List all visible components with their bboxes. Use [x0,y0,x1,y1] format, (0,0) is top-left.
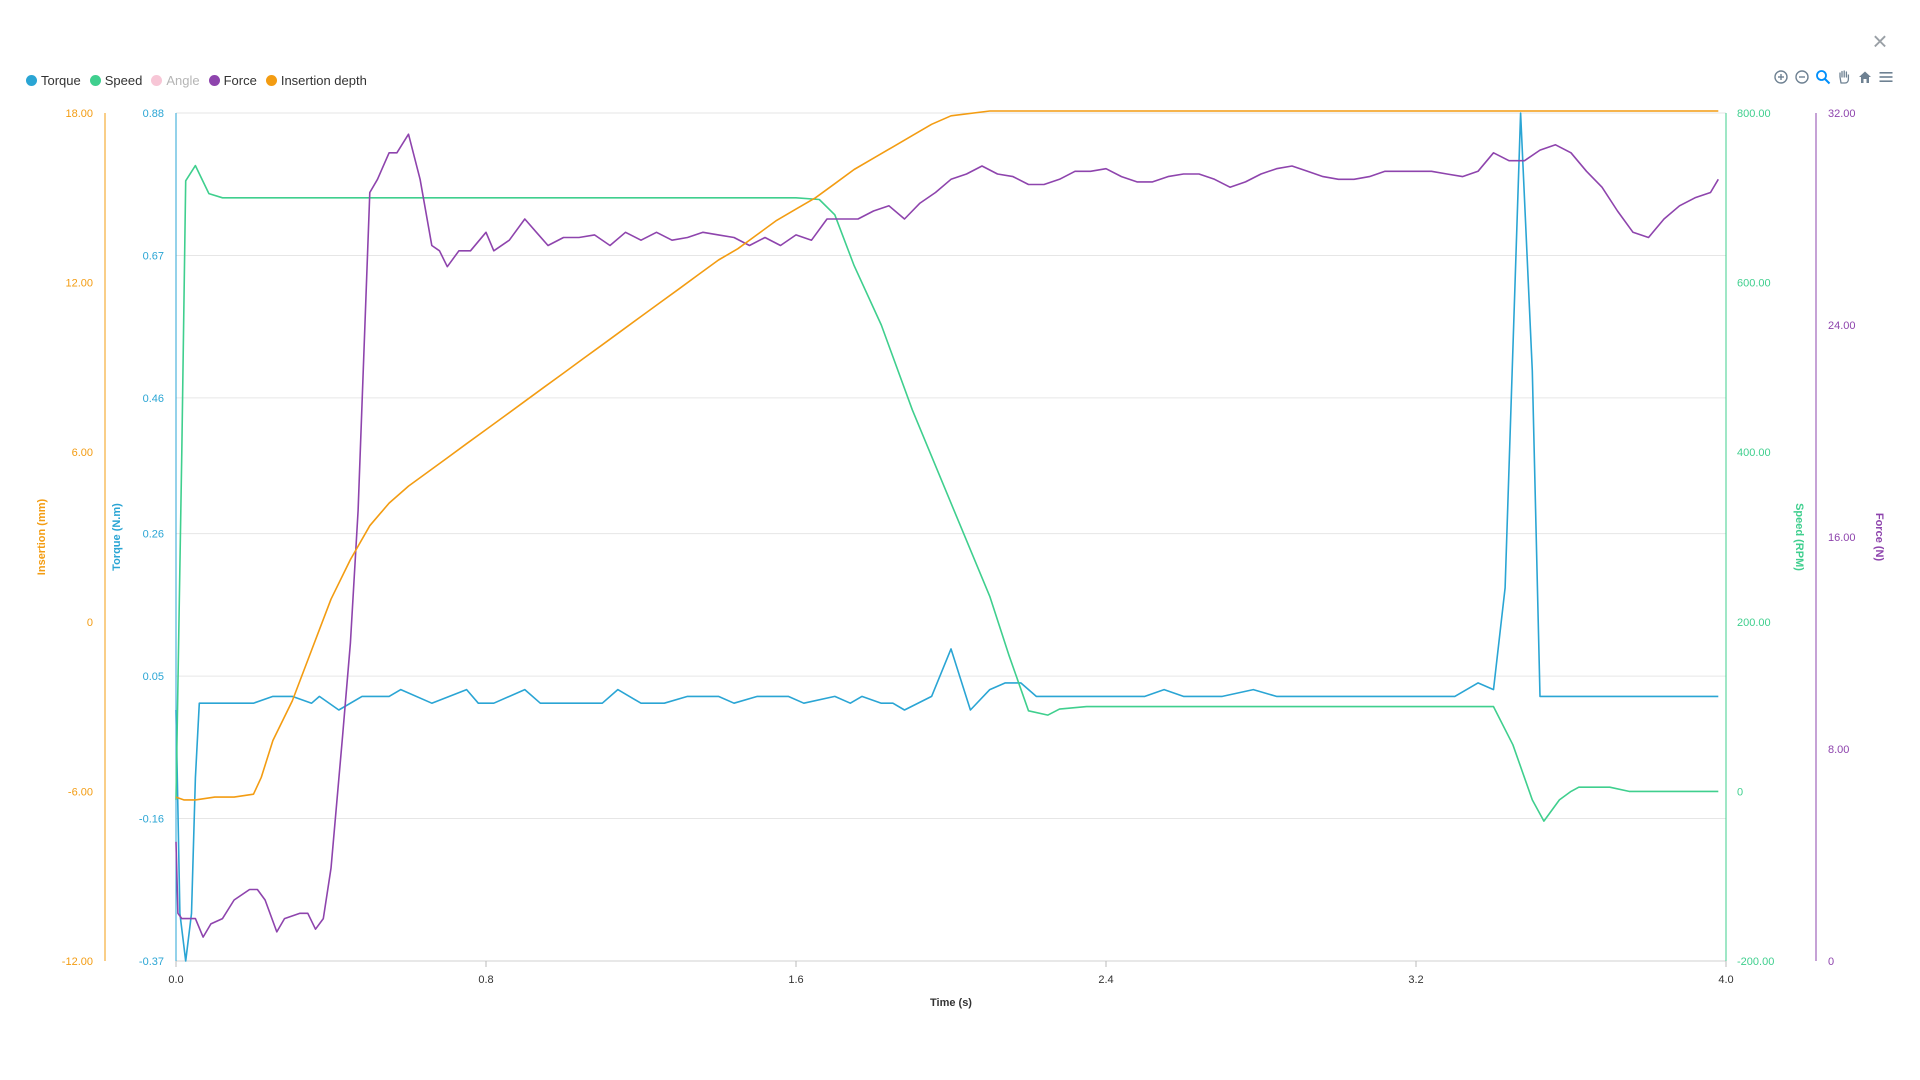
insertion-tick-label-3: 6.00 [72,447,93,459]
insertion-tick-label-2: 0 [87,617,93,629]
torque-tick-label-2: 0.05 [143,671,164,683]
torque-tick-label-5: 0.67 [143,250,164,262]
torque-tick-label-1: -0.16 [139,814,164,826]
x-tick-label-0: 0.0 [168,974,183,986]
x-tick-label-2: 1.6 [788,974,803,986]
force-tick-label-4: 32.00 [1828,108,1856,120]
legend-dot-force [208,74,220,86]
home-reset-icon [1858,71,1871,83]
insertion-tick-label-4: 12.00 [65,278,93,290]
torque-tick-label-6: 0.88 [143,108,164,120]
force-axis-title: Force (N) [1873,513,1885,562]
legend-dot-insertion-depth [265,74,277,86]
x-tick-label-1: 0.8 [478,974,493,986]
legend-item-speed[interactable]: Speed [89,72,143,88]
series-line-speed [175,164,1719,822]
torque-tick-label-3: 0.26 [143,529,164,541]
legend-item-torque[interactable]: Torque [26,73,81,88]
speed-axis-title: Speed (RPM) [1793,503,1805,571]
legend-label-speed: Speed [104,72,143,88]
x-tick-label-4: 3.2 [1408,974,1423,986]
legend-dot-torque [26,74,37,86]
insertion-tick-label-1: -6.00 [68,786,93,798]
menu-button[interactable] [1875,67,1896,88]
reset-zoom-button[interactable] [1854,67,1875,88]
insertion-tick-label-0: -12.00 [62,956,93,968]
legend-item-insertion-depth[interactable]: Insertion depth [265,72,367,88]
series-line-torque [175,112,1719,962]
chart-toolbar [1770,66,1896,88]
pan-button[interactable] [1833,67,1854,88]
torque-tick-label-0: -0.37 [139,956,164,968]
legend-label-insertion-depth: Insertion depth [280,72,367,88]
pan-hand-icon [1838,70,1849,84]
legend-dot-speed [89,74,101,86]
zoom-in-button[interactable] [1770,67,1791,88]
speed-tick-label-1: 0 [1737,786,1743,798]
speed-tick-label-3: 400.00 [1737,447,1771,459]
menu-icon [1879,72,1892,82]
zoom-in-icon [1773,70,1788,84]
speed-tick-label-0: -200.00 [1737,956,1774,968]
chart-legend: Torque Speed Angle Force Insertion depth [26,70,376,90]
legend-label-angle: Angle [166,72,200,88]
legend-dot-angle [151,74,163,86]
torque-tick-label-4: 0.46 [143,393,164,405]
x-tick-label-5: 4.0 [1718,974,1733,986]
legend-label-force: Force [223,72,257,88]
insertion-axis-title: Insertion (mm) [36,498,48,575]
zoom-select-icon [1815,70,1830,85]
close-icon: × [1872,26,1888,56]
close-button[interactable]: × [1865,26,1895,56]
zoom-out-icon [1794,70,1809,84]
speed-tick-label-5: 800.00 [1737,108,1771,120]
force-tick-label-1: 8.00 [1828,744,1849,756]
series-line-force [175,133,1719,938]
zoom-out-button[interactable] [1791,67,1812,88]
x-axis-title: Time (s) [930,997,972,1009]
insertion-tick-label-5: 18.00 [65,108,93,120]
force-tick-label-3: 24.00 [1828,320,1856,332]
force-tick-label-2: 16.00 [1828,532,1856,544]
x-tick-label-3: 2.4 [1098,974,1113,986]
series-line-insertion-depth [175,110,1719,801]
torque-axis-title: Torque (N.m) [111,503,123,571]
legend-item-force[interactable]: Force [208,72,257,88]
legend-item-angle[interactable]: Angle [151,72,200,88]
speed-tick-label-2: 200.00 [1737,617,1771,629]
force-tick-label-0: 0 [1828,956,1834,968]
speed-tick-label-4: 600.00 [1737,278,1771,290]
zoom-select-button[interactable] [1812,67,1833,88]
legend-label-torque: Torque [41,72,81,88]
